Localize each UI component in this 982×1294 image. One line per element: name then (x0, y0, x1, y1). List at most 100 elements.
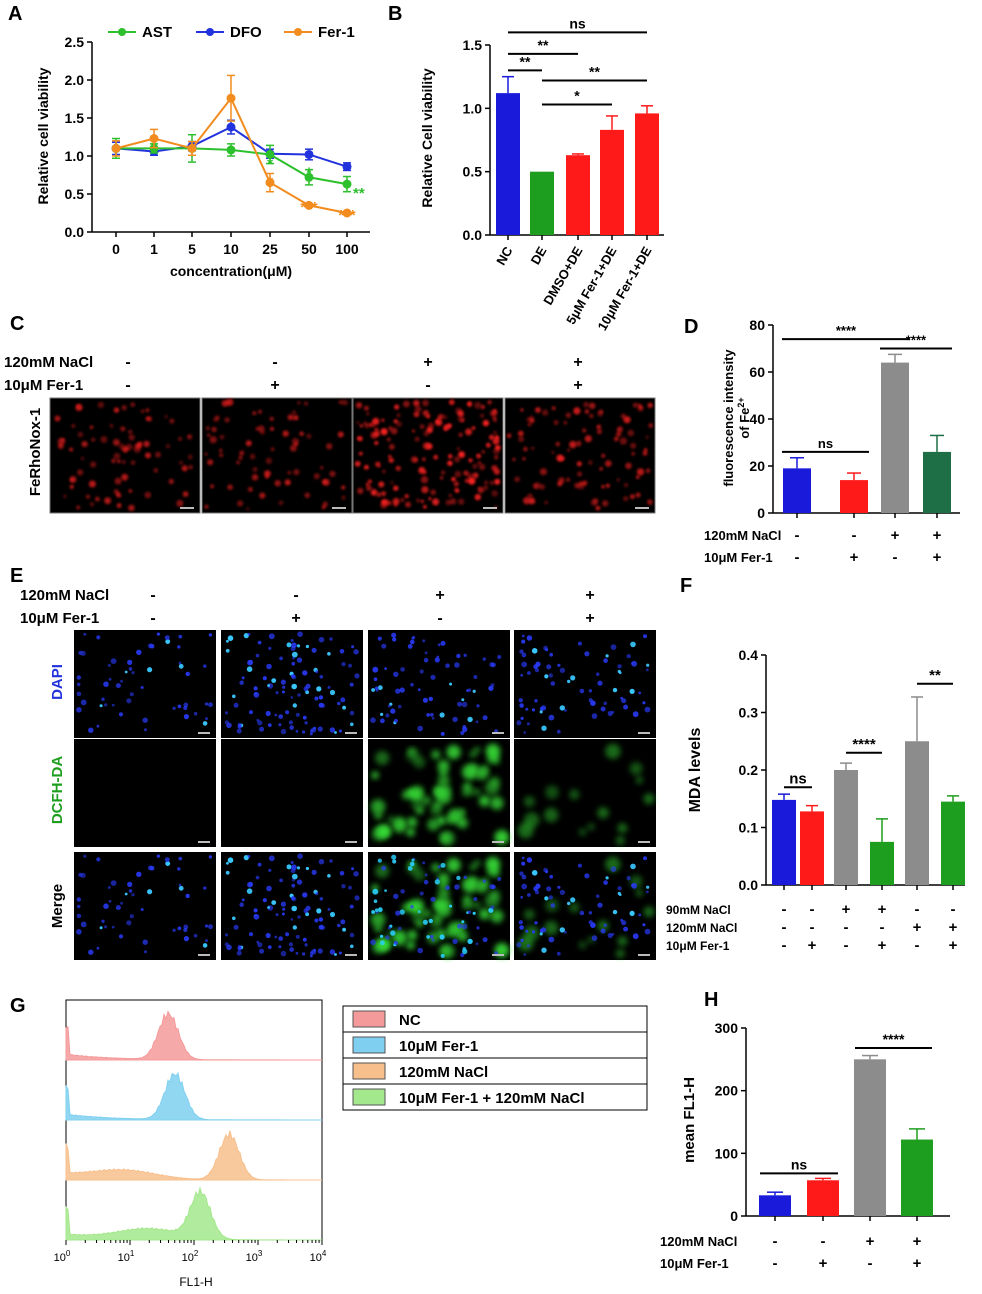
panel-e-nucleus (291, 661, 296, 666)
panel-e-nucleus (148, 643, 153, 649)
panel-e-nucleus (96, 946, 100, 950)
panel-g-xlabel: FL1-H (179, 1275, 212, 1289)
panel-c-cell (394, 404, 400, 410)
panel-c-cell (75, 403, 83, 411)
panel-e-nucleus (577, 641, 582, 646)
panel-e-nucleus (329, 859, 333, 863)
panel-e-nucleus (559, 667, 566, 674)
panel-e-green-cell (439, 945, 451, 957)
panel-c-cell (412, 429, 415, 433)
panel-e-green-cell (445, 816, 454, 824)
panel-letter-d: D (684, 316, 698, 338)
panel-e-nucleus (550, 903, 556, 908)
panel-e-nucleus (302, 952, 306, 956)
panel-e-nucleus (440, 731, 445, 736)
panel-e-nucleus (550, 681, 556, 686)
panel-e-green-cell (434, 898, 448, 912)
panel-e-green-cell (494, 829, 510, 845)
panel-e-nucleus (83, 854, 87, 858)
panel-c-cell (367, 479, 372, 484)
panel-c-cell (366, 412, 370, 416)
panel-d-treatment-mark: - (795, 549, 800, 566)
panel-c-cell (278, 500, 284, 506)
panel-e-green-cell (406, 817, 418, 828)
panel-c-cell (422, 442, 430, 450)
panel-c-cell (287, 471, 291, 475)
panel-e-nucleus (351, 867, 355, 871)
panel-e-nucleus (440, 953, 445, 958)
panel-e-scalebar (345, 841, 357, 843)
panel-e-nucleus (76, 913, 82, 919)
panel-e-nucleus (246, 666, 253, 672)
panel-h-treatment-mark: - (773, 1233, 778, 1250)
panel-e-nucleus (630, 641, 636, 648)
panel-e-nucleus (83, 632, 87, 636)
panel-d-bar-chart: fluorescence intensity of Fe2+ 0 20 40 60 80… (704, 317, 960, 566)
panel-e-nucleus (400, 889, 405, 894)
panel-e-treatment-mark: - (437, 610, 442, 627)
panel-e-nucleus (526, 722, 531, 726)
panel-c-cell (587, 460, 593, 465)
panel-b-ylabel: Relative Cell viability (419, 68, 435, 207)
panel-e-green-cell (569, 789, 580, 800)
panel-e-nucleus (297, 915, 301, 919)
panel-e-green-cell (408, 748, 415, 755)
panel-e-nucleus (303, 908, 309, 914)
panel-e-nucleus (115, 905, 121, 911)
panel-c-cell (269, 426, 275, 431)
panel-e-nucleus (456, 653, 461, 659)
panel-e-nucleus (183, 936, 189, 942)
panel-e-nucleus (489, 884, 495, 890)
panel-g-xtick-exp: 2 (194, 1249, 199, 1258)
panel-e-nucleus (482, 879, 486, 883)
panel-c-cell (463, 470, 469, 476)
panel-e-nucleus (140, 686, 144, 689)
panel-c-cell (635, 475, 640, 479)
panel-c-cell (224, 417, 230, 423)
panel-d-significance-label: ns (818, 436, 833, 451)
panel-h-treatment-mark: - (868, 1255, 873, 1272)
panel-e-green-cell (478, 908, 491, 920)
panel-a-ytick-label: 1.5 (65, 110, 85, 126)
panel-c-cell (365, 482, 370, 486)
panel-e-nucleus (257, 640, 262, 645)
panel-e-nucleus (304, 721, 308, 725)
panel-e-nucleus (390, 708, 396, 714)
panel-h-ytick-label: 300 (715, 1020, 739, 1036)
panel-c-cell (247, 486, 253, 492)
panel-c-treatment-mark: - (425, 377, 430, 394)
panel-e-nucleus (393, 718, 398, 724)
panel-c-cell (393, 485, 399, 491)
panel-e-nucleus (165, 639, 171, 644)
panel-c-cell (130, 460, 136, 466)
panel-f-ytick-label: 0.0 (739, 877, 759, 893)
panel-e-nucleus (423, 879, 429, 885)
panel-c-cell (76, 404, 80, 408)
panel-e-nucleus (611, 932, 615, 936)
panel-e-nucleus (280, 679, 286, 685)
panel-e-nucleus (267, 684, 270, 687)
panel-e-nucleus (248, 659, 254, 665)
panel-e-green-cell (473, 788, 481, 796)
panel-e-nucleus (519, 871, 524, 876)
panel-e-nucleus (548, 895, 553, 900)
panel-letter-c: C (10, 313, 24, 335)
panel-e-nucleus (136, 649, 142, 655)
panel-a-ytick-label: 1.0 (65, 148, 85, 164)
panel-e-nucleus (256, 718, 260, 722)
panel-a-point-ast (149, 143, 159, 153)
panel-e-nucleus (285, 932, 290, 937)
panel-e-nucleus (476, 926, 480, 930)
panel-d-treatment-mark: + (933, 549, 942, 566)
panel-e-nucleus (531, 870, 538, 876)
panel-e-green-cell (492, 756, 501, 765)
panel-f-treatment-label: 120mM NaCl (666, 921, 737, 935)
panel-e-nucleus (540, 705, 547, 711)
panel-e-nucleus (289, 725, 295, 730)
panel-e-nucleus (544, 674, 549, 679)
panel-c-cell (104, 497, 112, 505)
panel-c-cell (414, 405, 422, 413)
panel-f-ytick-label: 0.3 (739, 705, 759, 721)
panel-c-cell (491, 490, 499, 497)
panel-e-green-cell (386, 815, 395, 825)
